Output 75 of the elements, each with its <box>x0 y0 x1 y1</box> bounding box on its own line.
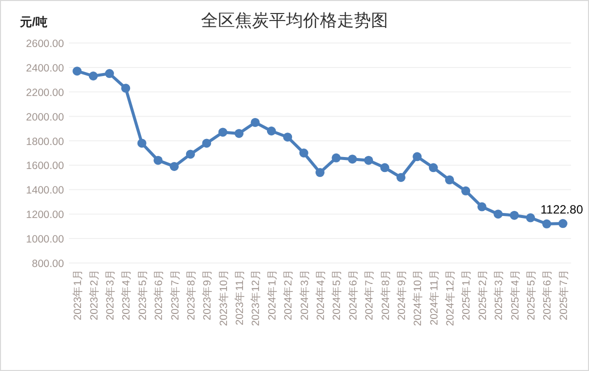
point <box>461 186 470 196</box>
x-tick-label: 2023年1月 <box>72 269 84 320</box>
y-tick-label: 1800.00 <box>26 136 64 148</box>
point <box>121 84 130 93</box>
point <box>558 219 568 228</box>
x-tick-label: 2024年5月 <box>331 269 344 320</box>
point <box>170 162 179 171</box>
point <box>154 156 163 165</box>
point <box>445 175 454 184</box>
x-tick-label: 2024年6月 <box>347 269 360 320</box>
x-tick-label: 2025年6月 <box>542 269 554 320</box>
y-tick-label: 1000.00 <box>26 234 64 246</box>
y-tick-label: 2400.00 <box>26 62 64 74</box>
x-tick-label: 2023年10月 <box>218 269 230 326</box>
x-tick-label: 2023年11月 <box>234 269 246 326</box>
point <box>494 210 503 219</box>
x-tick-label: 2024年7月 <box>364 269 376 320</box>
data-label: 1122.80 <box>540 202 584 217</box>
point <box>186 150 195 159</box>
point <box>137 138 146 148</box>
point <box>542 219 552 228</box>
x-tick-label: 2024年2月 <box>282 269 295 320</box>
point <box>234 128 244 138</box>
point <box>477 202 486 212</box>
x-tick-label: 2025年7月 <box>558 269 570 320</box>
point <box>526 213 536 222</box>
point <box>316 168 324 178</box>
y-axis-title: 元/吨 <box>19 15 48 29</box>
point <box>428 163 438 172</box>
y-tick-label: 1200.00 <box>26 209 64 222</box>
x-tick-label: 2024年3月 <box>298 269 311 320</box>
x-tick-label: 2025年4月 <box>509 269 522 320</box>
x-tick-label: 2024年8月 <box>380 269 392 320</box>
x-tick-label: 2023年7月 <box>169 269 182 320</box>
x-tick-label: 2024年10月 <box>412 269 424 326</box>
y-tick-label: 800.00 <box>32 258 64 270</box>
point <box>266 126 276 136</box>
point <box>202 138 212 148</box>
point <box>332 153 341 162</box>
point <box>380 163 390 172</box>
chart-title: 全区焦炭平均价格走势图 <box>201 11 388 30</box>
x-tick-label: 2025年3月 <box>493 269 506 320</box>
x-tick-label: 2023年2月 <box>88 269 100 320</box>
y-tick-label: 1400.00 <box>26 184 64 197</box>
x-tick-label: 2023年6月 <box>153 269 166 320</box>
y-tick-label: 2200.00 <box>26 86 64 99</box>
x-tick-label: 2023年12月 <box>250 269 262 326</box>
y-tick-label: 1600.00 <box>26 160 64 172</box>
x-tick-label: 2023年8月 <box>185 269 198 320</box>
point <box>72 66 82 76</box>
x-tick-label: 2025年2月 <box>476 269 489 320</box>
point <box>250 118 260 127</box>
y-tick-label: 2000.00 <box>26 111 64 124</box>
x-tick-label: 2023年9月 <box>202 269 214 320</box>
point <box>283 132 292 142</box>
point <box>218 128 228 137</box>
point <box>364 156 374 165</box>
x-tick-label: 2023年3月 <box>104 269 116 320</box>
y-tick-label: 2600.00 <box>26 38 64 50</box>
point <box>412 152 422 162</box>
x-tick-label: 2024年1月 <box>266 269 278 320</box>
x-tick-label: 2024年4月 <box>315 269 327 320</box>
point <box>396 172 406 182</box>
point <box>348 154 357 164</box>
x-tick-label: 2024年9月 <box>396 269 408 320</box>
point <box>510 210 519 220</box>
point <box>88 72 98 80</box>
point <box>299 148 308 158</box>
x-tick-label: 2024年12月 <box>444 269 457 326</box>
point <box>104 69 114 78</box>
x-tick-label: 2025年5月 <box>526 269 538 320</box>
x-tick-label: 2024年11月 <box>428 269 440 326</box>
x-tick-label: 2025年1月 <box>460 269 473 320</box>
x-tick-label: 2023年5月 <box>136 269 149 320</box>
x-tick-label: 2023年4月 <box>120 269 133 320</box>
